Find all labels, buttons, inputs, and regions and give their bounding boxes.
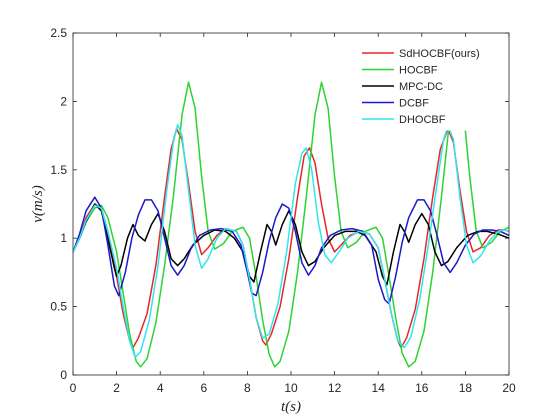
x-tick-label: 12: [328, 381, 342, 395]
legend-label-5: DHOCBF: [399, 114, 446, 126]
legend-label-2: HOCBF: [399, 65, 438, 77]
series-line-5: [73, 123, 509, 358]
series-line-2: [73, 81, 509, 368]
y-axis-label: v(m/s): [30, 185, 46, 223]
x-tick-label: 18: [459, 381, 473, 395]
x-tick-label: 8: [244, 381, 251, 395]
y-tick-label: 1: [60, 231, 67, 245]
series-line-4: [73, 196, 509, 305]
series-line-3: [73, 203, 509, 286]
legend: SdHOCBF(ours) HOCBF MPC-DC DCBF DHOCBF: [357, 42, 502, 131]
legend-label-3: MPC-DC: [399, 81, 443, 93]
y-tick-label: 0.5: [50, 300, 67, 314]
y-tick-label: 0: [60, 368, 67, 382]
axes: [72, 32, 510, 376]
x-tick-label: 16: [415, 381, 429, 395]
x-tick-label: 4: [157, 381, 164, 395]
x-tick-label: 6: [200, 381, 207, 395]
y-tick-label: 2.5: [50, 26, 67, 40]
x-tick-label: 10: [284, 381, 298, 395]
x-tick-label: 2: [113, 381, 120, 395]
x-tick-label: 14: [372, 381, 386, 395]
tick-labels: 0 2 4 6 8 10 12 14 16 18 20 0 0.5 1 1.5 2 2.5: [50, 26, 516, 395]
series-layer: [73, 81, 509, 368]
x-tick-label: 0: [70, 381, 77, 395]
x-tick-label: 20: [502, 381, 516, 395]
y-tick-label: 1.5: [50, 163, 67, 177]
x-axis-label: t(s): [281, 399, 301, 415]
legend-label-4: DCBF: [399, 98, 429, 110]
y-tick-label: 2: [60, 94, 67, 108]
legend-label-1: SdHOCBF(ours): [399, 48, 480, 60]
series-line-1: [73, 128, 509, 349]
